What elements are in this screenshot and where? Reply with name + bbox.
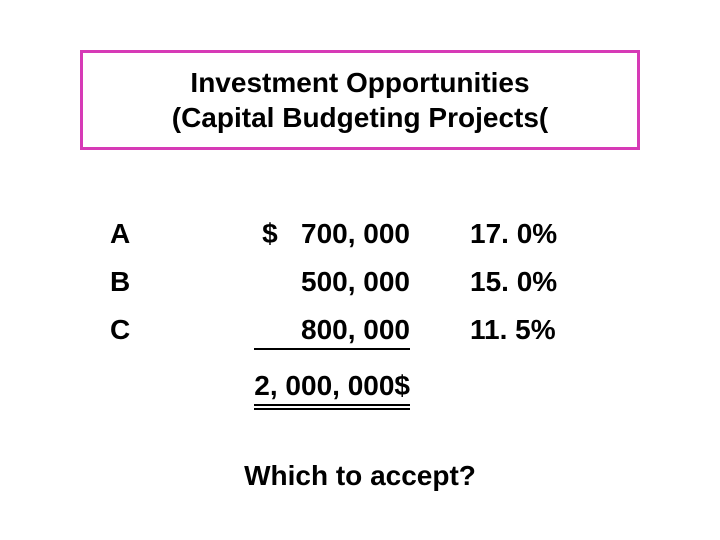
row-rate: 17. 0% <box>450 210 610 258</box>
investment-table: A$ 700, 00017. 0%B 500, 00015. 0%C 800, … <box>110 210 610 414</box>
row-amount: 500, 000 <box>210 258 450 306</box>
title-box: Investment Opportunities (Capital Budget… <box>80 50 640 150</box>
title-line-2: (Capital Budgeting Projects( <box>172 100 548 135</box>
row-rate: 15. 0% <box>450 258 610 306</box>
table-row: C 800, 00011. 5% <box>110 306 610 358</box>
table-total-row: 2, 000, 000$ <box>110 358 610 414</box>
row-rate: 11. 5% <box>450 306 610 358</box>
table-row: B 500, 00015. 0% <box>110 258 610 306</box>
title-line-1: Investment Opportunities <box>190 65 529 100</box>
row-label: B <box>110 258 210 306</box>
table-row: A$ 700, 00017. 0% <box>110 210 610 258</box>
row-label: A <box>110 210 210 258</box>
row-amount: $ 700, 000 <box>210 210 450 258</box>
total-amount: 2, 000, 000$ <box>210 358 450 414</box>
row-amount: 800, 000 <box>210 306 450 358</box>
question-text: Which to accept? <box>0 460 720 492</box>
row-label: C <box>110 306 210 358</box>
